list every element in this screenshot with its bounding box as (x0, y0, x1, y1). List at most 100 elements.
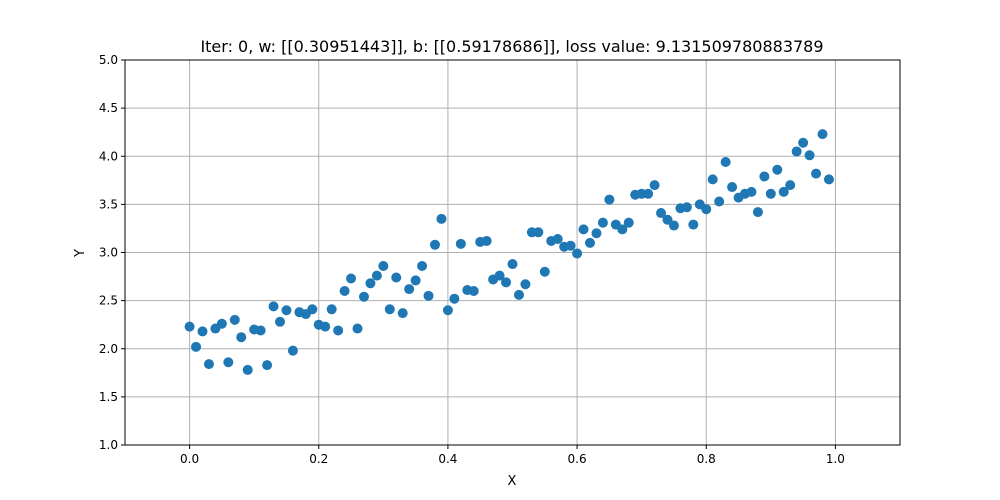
scatter-point (785, 180, 796, 191)
y-tick-label: 1.0 (99, 438, 118, 452)
scatter-point (281, 305, 292, 316)
scatter-point (358, 291, 369, 302)
scatter-point (391, 272, 402, 283)
scatter-point (649, 180, 660, 191)
scatter-point (449, 293, 460, 304)
scatter-point (320, 321, 331, 332)
x-tick-label: 0.2 (309, 452, 328, 466)
scatter-point (681, 202, 692, 213)
scatter-point (811, 168, 822, 179)
scatter-point (223, 357, 234, 368)
scatter-point (404, 284, 415, 295)
scatter-point (617, 224, 628, 235)
y-tick-label: 4.5 (99, 101, 118, 115)
scatter-point (501, 277, 512, 288)
scatter-point (417, 260, 428, 271)
scatter-point (656, 208, 667, 219)
scatter-point (268, 301, 279, 312)
scatter-point (552, 234, 563, 245)
data-points (184, 129, 834, 375)
scatter-point (216, 318, 227, 329)
chart-title: Iter: 0, w: [[0.30951443]], b: [[0.59178… (200, 37, 823, 56)
scatter-point (197, 326, 208, 337)
scatter-point (772, 164, 783, 175)
scatter-point (643, 188, 654, 199)
scatter-point (494, 270, 505, 281)
scatter-point (481, 235, 492, 246)
scatter-point (778, 186, 789, 197)
scatter-point (410, 275, 421, 286)
y-axis: 1.0 1.5 2.0 2.5 3.0 3.5 4.0 4.5 5.0 (99, 53, 125, 452)
scatter-point (752, 207, 763, 218)
scatter-point (442, 305, 453, 316)
scatter-point (203, 359, 214, 370)
scatter-point (229, 314, 240, 325)
scatter-point (326, 304, 337, 315)
scatter-point (804, 150, 815, 161)
x-tick-label: 0.0 (180, 452, 199, 466)
scatter-point (759, 171, 770, 182)
scatter-point (591, 228, 602, 239)
x-tick-label: 0.8 (697, 452, 716, 466)
scatter-point (791, 146, 802, 157)
scatter-point (287, 345, 298, 356)
scatter-point (365, 278, 376, 289)
scatter-point (236, 332, 247, 343)
scatter-point (565, 240, 576, 251)
scatter-point (623, 217, 634, 228)
scatter-point (707, 174, 718, 185)
x-axis: 0.0 0.2 0.4 0.6 0.8 1.0 (180, 445, 845, 466)
scatter-point (436, 213, 447, 224)
x-tick-label: 1.0 (826, 452, 845, 466)
scatter-point (578, 224, 589, 235)
scatter-point (371, 270, 382, 281)
scatter-point (604, 194, 615, 205)
y-tick-label: 2.5 (99, 294, 118, 308)
x-tick-label: 0.6 (568, 452, 587, 466)
scatter-point (597, 217, 608, 228)
scatter-point (513, 289, 524, 300)
scatter-point (701, 204, 712, 215)
scatter-point (191, 341, 202, 352)
scatter-point (798, 137, 809, 148)
scatter-point (688, 219, 699, 230)
scatter-point (275, 316, 285, 327)
y-axis-label: Y (73, 249, 88, 258)
scatter-point (339, 286, 350, 296)
scatter-point (507, 259, 518, 270)
scatter-point (765, 188, 776, 199)
scatter-point (746, 186, 757, 197)
scatter-point (585, 237, 595, 248)
y-tick-label: 4.0 (99, 149, 118, 163)
scatter-point (823, 174, 834, 185)
scatter-point (423, 290, 434, 301)
grid-lines (125, 59, 900, 446)
scatter-point (262, 360, 273, 371)
y-tick-label: 3.0 (99, 246, 118, 260)
scatter-point (468, 286, 479, 296)
scatter-point (727, 182, 738, 193)
scatter-point (539, 266, 550, 277)
scatter-point (346, 273, 357, 284)
scatter-point (714, 196, 725, 207)
scatter-point (455, 238, 466, 249)
scatter-point (378, 260, 389, 271)
y-tick-label: 3.5 (99, 197, 118, 211)
scatter-point (242, 364, 253, 375)
x-axis-label: X (508, 474, 517, 489)
scatter-point (307, 304, 318, 315)
scatter-point (430, 239, 440, 250)
scatter-point (352, 323, 363, 334)
scatter-point (662, 214, 673, 225)
scatter-point (572, 248, 583, 259)
y-tick-label: 2.0 (99, 342, 118, 356)
x-tick-label: 0.4 (438, 452, 457, 466)
y-tick-label: 1.5 (99, 390, 118, 404)
scatter-point (668, 220, 679, 231)
scatter-point (333, 325, 344, 336)
scatter-point (255, 325, 266, 336)
scatter-point (520, 279, 531, 290)
scatter-point (184, 321, 195, 332)
